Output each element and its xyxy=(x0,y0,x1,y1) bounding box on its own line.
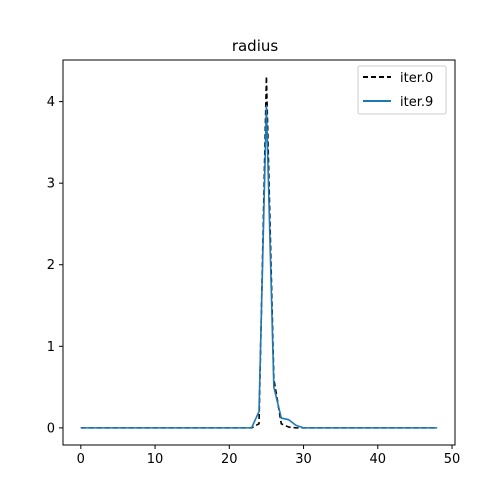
y-tick-label: 4 xyxy=(47,95,55,110)
chart-title: radius xyxy=(232,37,279,55)
legend: iter.0 iter.9 xyxy=(357,65,447,115)
series-line-iter-9 xyxy=(80,104,438,429)
y-axis-ticks: 0 1 2 3 4 xyxy=(47,95,63,436)
y-tick-label: 3 xyxy=(47,177,55,192)
x-tick-label: 40 xyxy=(370,452,387,467)
x-axis-ticks: 0 10 20 30 40 50 xyxy=(77,445,461,467)
plot-frame xyxy=(62,59,456,446)
legend-label-iter-9: iter.9 xyxy=(400,95,433,110)
y-tick-label: 2 xyxy=(47,258,55,273)
x-tick-label: 30 xyxy=(295,452,312,467)
x-tick-label: 10 xyxy=(147,452,164,467)
x-tick-label: 20 xyxy=(221,452,238,467)
x-tick-label: 0 xyxy=(77,452,85,467)
x-tick-label: 50 xyxy=(444,452,461,467)
y-tick-label: 1 xyxy=(47,340,55,355)
y-tick-label: 0 xyxy=(47,421,55,436)
legend-label-iter-0: iter.0 xyxy=(400,71,433,86)
plot-lines xyxy=(80,75,438,429)
